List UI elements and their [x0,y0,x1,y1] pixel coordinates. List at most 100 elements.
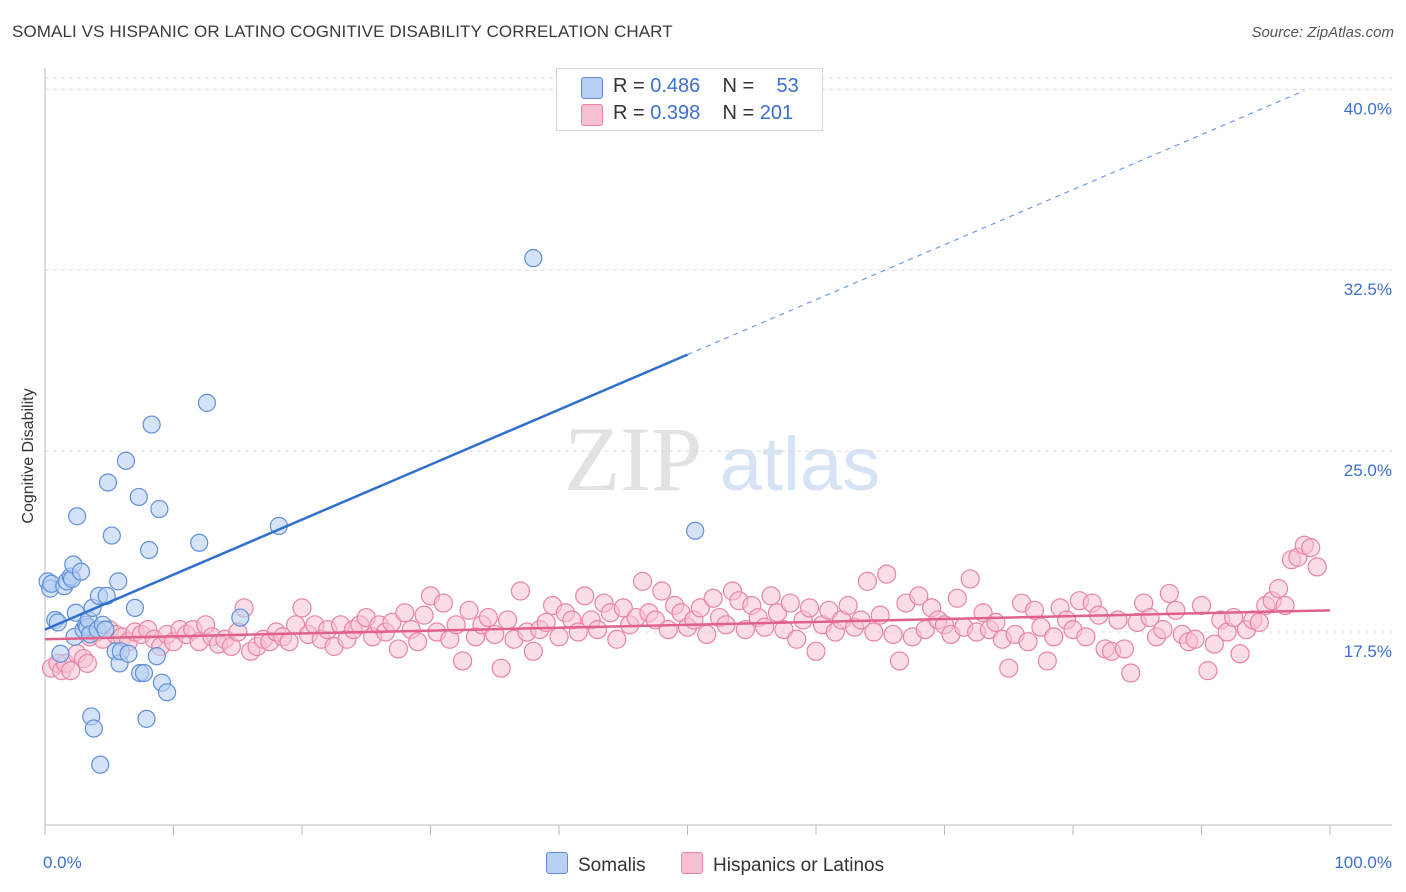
hispanic-point [883,624,903,645]
hispanic-point [1166,600,1186,620]
hispanic-point [1114,639,1135,659]
hispanic-point [999,658,1019,678]
hispanic-point [587,620,608,640]
somali-point [119,644,138,663]
hispanic-point [1301,538,1321,558]
somali-point [68,507,87,526]
somali-point [147,647,166,666]
somali-point [129,487,148,507]
hispanic-point [857,571,878,591]
hispanic-point [787,629,807,649]
hispanic-point [1108,610,1128,630]
hispanic-point [632,571,653,591]
y-tick-label: 25.0% [1344,461,1392,480]
legend-n-label: N = [722,75,760,97]
somali-point [109,572,128,591]
somali-point [197,393,217,412]
hispanic-point [1249,612,1269,632]
bottom-legend-label-somalis: Somalis [578,855,646,876]
hispanic-point [658,620,678,640]
hispanic-point [780,593,800,613]
somali-point [139,540,159,560]
legend-n-label: N = [722,102,760,124]
hispanic-point [1307,557,1327,577]
hispanic-point [1185,629,1205,649]
hispanic-point [1198,661,1218,681]
hispanic-point [549,627,569,647]
somali-point [231,608,250,627]
somali-point [157,683,177,702]
legend-r-label: R = [613,102,651,124]
hispanic-trend-line [44,609,1331,641]
somali-point [116,451,136,470]
hispanic-point [61,661,81,681]
hispanic-point [1037,651,1057,671]
hispanic-point [478,607,498,628]
hispanic-point [690,598,710,618]
x-tick-label: 100.0% [1334,853,1392,872]
watermark-atlas: atlas [720,422,881,507]
bottom-legend-label-hispanics: Hispanics or Latinos [713,855,885,876]
bottom-legend-hispanics: Hispanics or Latinos [681,852,884,877]
hispanic-point [960,569,980,589]
y-tick-label: 40.0% [1344,99,1392,118]
hispanic-point [1204,634,1224,654]
hispanic-point [799,598,820,618]
somali-point [134,663,154,683]
hispanic-point [607,629,627,649]
hispanic-point [408,632,428,652]
somali-point [98,473,118,492]
y-tick-label: 17.5% [1344,642,1392,661]
somali-point [125,598,145,618]
legend-n-value: 53 [776,75,799,97]
hispanic-point [697,624,717,645]
hispanic-point [459,600,479,620]
watermark-zip: ZIP [564,408,702,510]
hispanic-point [774,620,794,640]
hispanic-point [909,586,929,606]
y-tick-label: 32.5% [1344,280,1392,299]
hispanic-point [1230,644,1250,664]
legend-swatch-somalis [581,77,603,99]
somali-point [686,521,705,540]
hispanic-point [388,639,408,659]
hispanic-point [1121,663,1141,683]
hispanic-point [1191,595,1212,616]
legend-r-value: 0.398 [650,102,701,124]
hispanic-point [1268,579,1289,599]
hispanic-point [292,598,312,618]
legend-n-value: 201 [759,102,794,124]
hispanic-point [613,598,633,618]
somali-point [91,755,110,774]
hispanic-point [703,588,723,608]
hispanic-point [453,651,473,671]
somali-trend-line [44,353,688,631]
somali-point [524,249,543,268]
hispanic-point [947,588,967,608]
legend-r-value: 0.486 [650,75,701,97]
hispanic-point [652,581,672,601]
chart-title: SOMALI VS HISPANIC OR LATINO COGNITIVE D… [12,22,673,41]
hispanic-point [877,564,897,584]
hispanic-point [864,622,884,642]
hispanic-point [433,593,453,613]
hispanic-point [1031,617,1051,637]
hispanic-point [838,595,858,616]
x-tick-label: 0.0% [43,853,82,872]
hispanic-point [395,603,415,623]
hispanic-point [1159,583,1179,604]
hispanic-point [491,658,511,678]
hispanic-point [575,586,595,606]
correlation-legend: R = 0.486 N = 53 R = 0.398 N = 201 [556,68,823,131]
somali-trend-extension [687,90,1305,356]
hispanic-point [1024,600,1045,620]
hispanic-point [523,641,543,661]
somali-point [51,644,70,663]
bottom-legend-somalis: Somalis [546,852,646,877]
legend-swatch-hispanics [581,104,603,126]
legend-r-label: R = [613,75,651,97]
hispanic-point [889,651,910,671]
hispanic-point [806,641,826,661]
hispanic-point [510,581,531,601]
